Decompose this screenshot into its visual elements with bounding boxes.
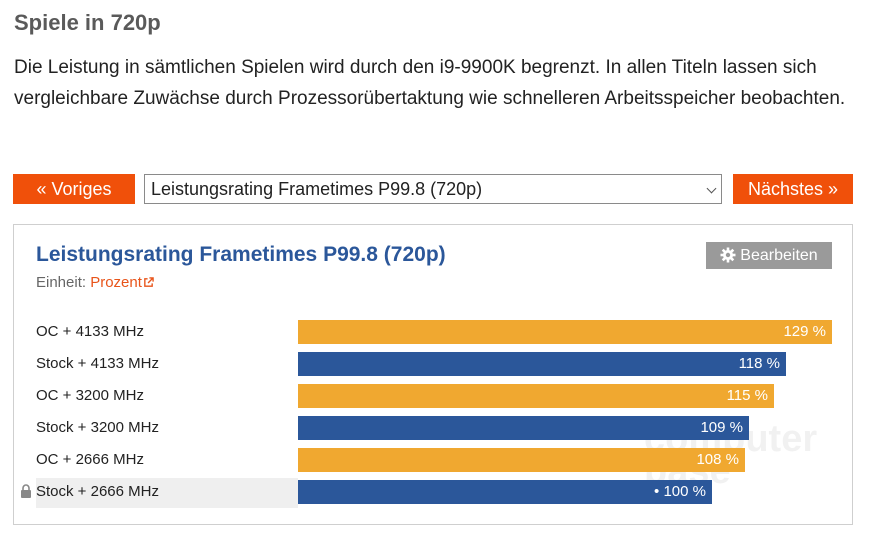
unit-link-label: Prozent <box>90 274 142 291</box>
unit-prefix: Einheit: <box>36 274 87 291</box>
category-label: OC + 4133 MHz <box>36 323 144 340</box>
intro-text: Die Leistung in sämtlichen Spielen wird … <box>14 57 846 109</box>
category-label: Stock + 3200 MHz <box>36 419 159 436</box>
gear-icon <box>720 247 736 263</box>
category-label: OC + 2666 MHz <box>36 451 144 468</box>
section-title: Spiele in 720p <box>14 10 161 35</box>
category-label: Stock + 4133 MHz <box>36 355 159 372</box>
unit-link[interactable]: Prozent <box>90 274 154 291</box>
chart-select[interactable]: Leistungsrating Frametimes P99.8 (720p) <box>144 174 722 204</box>
external-link-icon <box>144 277 154 287</box>
baseline-row-highlight <box>36 478 298 508</box>
bar[interactable] <box>298 352 786 376</box>
edit-button[interactable]: Bearbeiten <box>706 242 832 269</box>
bar[interactable] <box>298 384 774 408</box>
category-label: Stock + 2666 MHz <box>36 483 159 500</box>
chart-title: Leistungsrating Frametimes P99.8 (720p) <box>36 243 446 266</box>
bar[interactable] <box>298 480 712 504</box>
chart-select-value: Leistungsrating Frametimes P99.8 (720p) <box>151 179 483 199</box>
data-label: 118 % <box>738 355 780 372</box>
unit-line: Einheit: Prozent <box>36 274 154 291</box>
bar[interactable] <box>298 448 745 472</box>
category-label: OC + 3200 MHz <box>36 387 144 404</box>
data-label: 108 % <box>696 451 739 468</box>
previous-button[interactable]: « Voriges <box>13 174 135 204</box>
chevron-down-icon <box>706 183 717 194</box>
data-label: 129 % <box>783 323 826 340</box>
data-label: 115 % <box>726 387 768 404</box>
bar[interactable] <box>298 416 749 440</box>
edit-button-label: Bearbeiten <box>740 247 818 264</box>
lock-icon[interactable] <box>20 484 32 498</box>
data-label: 109 % <box>700 419 743 436</box>
next-button[interactable]: Nächstes » <box>733 174 853 204</box>
data-label: • 100 % <box>654 483 706 500</box>
chart-panel: Leistungsrating Frametimes P99.8 (720p) … <box>13 224 853 525</box>
bar[interactable] <box>298 320 832 344</box>
